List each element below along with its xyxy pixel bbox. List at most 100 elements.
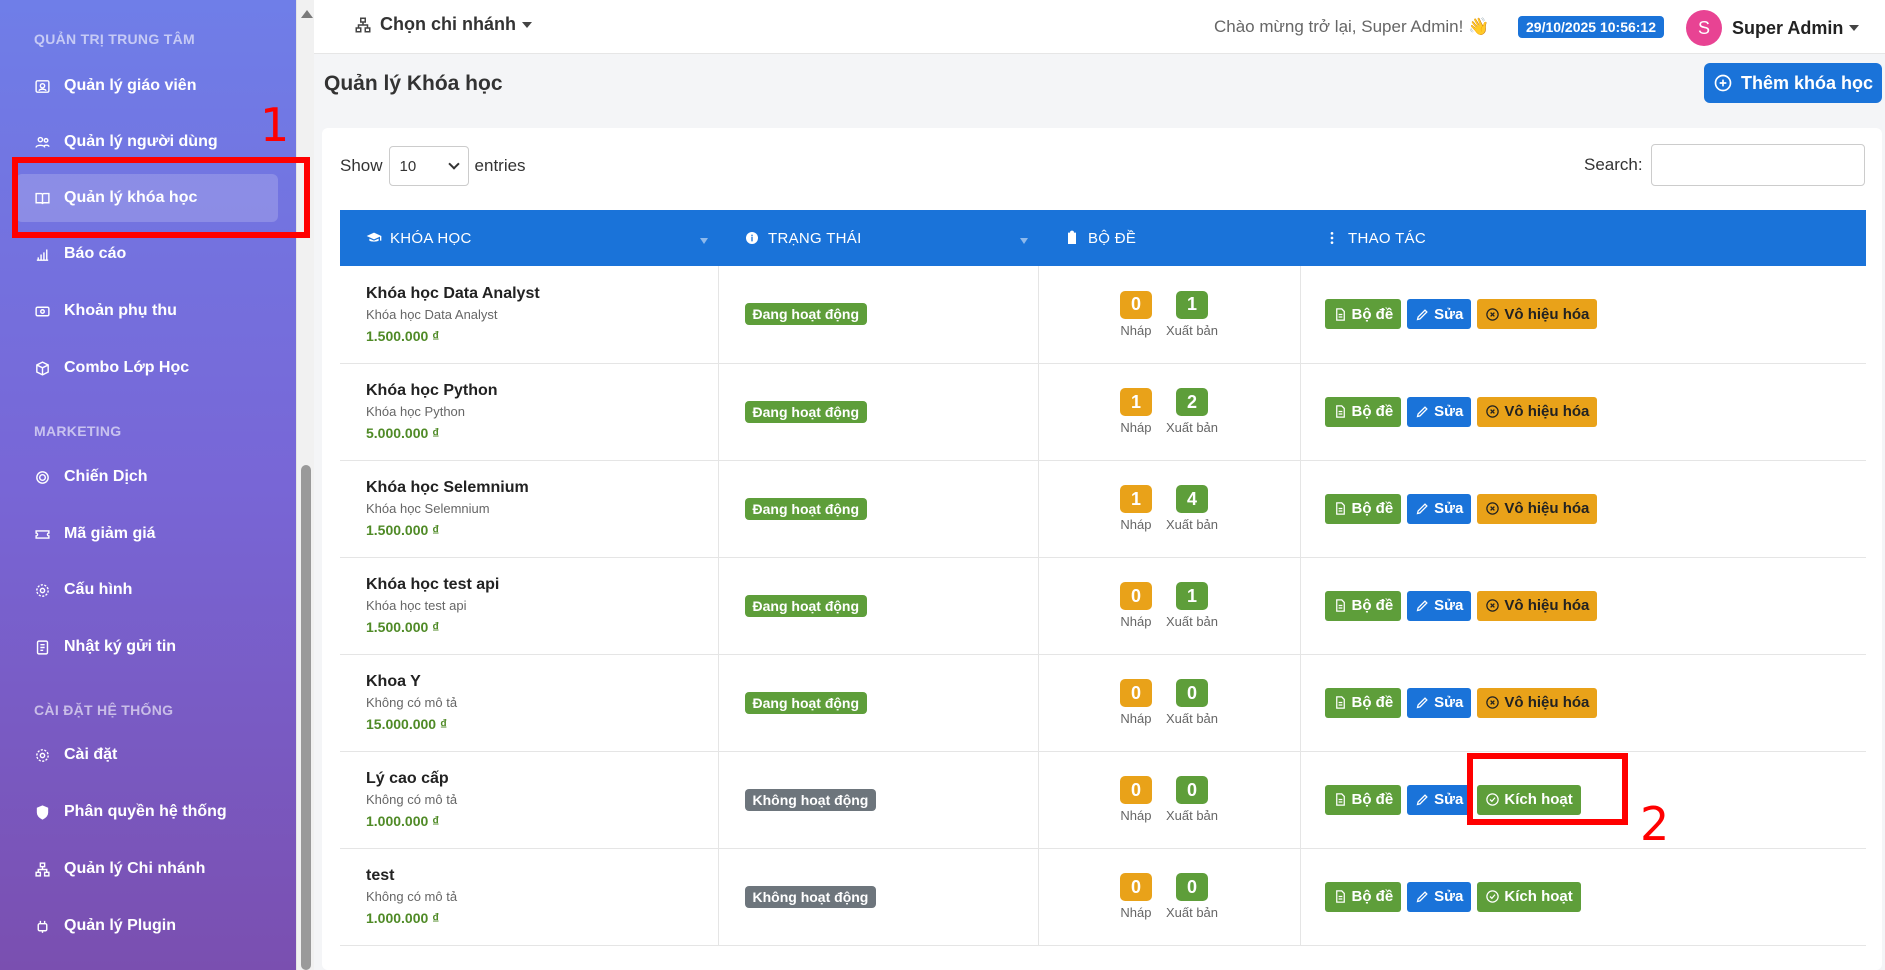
annotation-number-2: 2 [1640, 797, 1670, 851]
entries-control: Show 10 entries [340, 146, 526, 186]
column-header-course[interactable]: KHÓA HỌC [340, 210, 718, 266]
disable-button[interactable]: Vô hiệu hóa [1477, 687, 1598, 718]
pencil-icon [1416, 891, 1428, 903]
add-course-label: Thêm khóa học [1740, 72, 1874, 93]
sidebar-item-label: Nhật ký gửi tin [64, 638, 177, 655]
exams-button[interactable]: Bộ đề [1324, 784, 1402, 815]
exams-cell: 0 Nháp 1 Xuất bản [1038, 266, 1301, 363]
actions-cell: Bộ đề Sửa Kích hoạt [1300, 848, 1866, 945]
scroll-up-arrow-icon[interactable] [301, 10, 313, 18]
column-header-status[interactable]: TRẠNG THÁI [718, 210, 1038, 266]
exams-button[interactable]: Bộ đề [1324, 881, 1402, 912]
edit-button[interactable]: Sửa [1407, 493, 1472, 524]
sidebar-item-label: Quản lý Plugin [64, 917, 177, 934]
settings-icon [32, 745, 52, 765]
disable-button[interactable]: Vô hiệu hóa [1477, 396, 1598, 427]
sitemap-icon [32, 859, 52, 879]
file-icon [1335, 502, 1345, 515]
edit-button[interactable]: Sửa [1407, 396, 1472, 427]
file-icon [1335, 599, 1345, 612]
file-icon [1335, 308, 1345, 321]
status-cell: Đang hoạt động [718, 363, 1039, 460]
avatar: S [1686, 10, 1722, 46]
caret-down-icon [1849, 25, 1860, 31]
vertical-dots-icon [1330, 232, 1334, 244]
sort-icon [700, 238, 708, 244]
disable-button[interactable]: Vô hiệu hóa [1477, 590, 1598, 621]
exams-button[interactable]: Bộ đề [1324, 687, 1402, 718]
edit-button[interactable]: Sửa [1407, 299, 1472, 330]
branch-selector[interactable]: Chọn chi nhánh [354, 14, 532, 35]
entries-select[interactable]: 10 [388, 146, 469, 186]
sidebar-item-permissions[interactable]: Phân quyền hệ thống [16, 788, 278, 836]
edit-button[interactable]: Sửa [1407, 784, 1472, 815]
sidebar-item-coupons[interactable]: Mã giảm giá [16, 510, 278, 558]
shield-icon [32, 802, 52, 822]
user-name: Super Admin [1732, 17, 1844, 38]
button-label: Sửa [1434, 403, 1464, 420]
search-input[interactable] [1650, 144, 1865, 186]
course-cell: Khóa học test api Khóa học test api 1.50… [340, 557, 719, 654]
sidebar-item-plugins[interactable]: Quản lý Plugin [16, 902, 278, 950]
exams-cell: 1 Nháp 4 Xuất bản [1038, 460, 1301, 557]
sidebar-item-branches[interactable]: Quản lý Chi nhánh [16, 845, 278, 893]
target-icon [32, 467, 52, 487]
add-course-button[interactable]: Thêm khóa học [1704, 63, 1882, 103]
branch-label: Chọn chi nhánh [380, 14, 516, 34]
graduation-cap-icon [366, 232, 382, 242]
user-menu[interactable]: S Super Admin [1686, 10, 1860, 46]
button-label: Kích hoạt [1504, 888, 1573, 905]
pencil-icon [1416, 600, 1428, 612]
sidebar-item-label: Phân quyền hệ thống [64, 803, 227, 820]
scroll-thumb[interactable] [301, 465, 311, 970]
sidebar-item-settings[interactable]: Cài đặt [16, 731, 278, 779]
button-label: Bộ đề [1351, 888, 1394, 905]
exams-button[interactable]: Bộ đề [1324, 396, 1402, 427]
sidebar-item-label: Combo Lớp Học [64, 359, 190, 376]
edit-button[interactable]: Sửa [1407, 881, 1472, 912]
gear-icon [32, 580, 52, 600]
status-badge: Không hoạt động [744, 788, 877, 811]
course-cell: Khóa học Selemnium Khóa học Selemnium 1.… [340, 460, 719, 557]
table-row: Lý cao cấp Không có mô tả 1.000.000 ₫ Kh… [340, 751, 1866, 848]
sidebar-item-config[interactable]: Cấu hình [16, 566, 278, 614]
course-price: 1.000.000 ₫ [366, 910, 440, 926]
sidebar-item-label: Khoản phụ thu [64, 302, 177, 319]
sidebar-item-label: Chiến Dịch [64, 468, 148, 485]
x-circle-icon [1486, 696, 1500, 709]
sidebar-scrollbar[interactable] [296, 0, 314, 970]
sidebar-item-surcharges[interactable]: Khoản phụ thu [16, 287, 278, 335]
sidebar-item-users[interactable]: Quản lý người dùng [16, 118, 278, 166]
activate-button[interactable]: Kích hoạt [1477, 881, 1581, 912]
course-name: Khoa Y [366, 673, 421, 690]
file-icon [1335, 696, 1345, 709]
course-price: 15.000.000 ₫ [366, 716, 448, 732]
sidebar-item-courses[interactable]: Quản lý khóa học [16, 174, 278, 222]
sidebar-item-combo[interactable]: Combo Lớp Học [16, 344, 278, 392]
sidebar-item-teachers[interactable]: Quản lý giáo viên [16, 62, 278, 110]
sidebar-item-label: Mã giảm giá [64, 525, 156, 542]
pencil-icon [1416, 697, 1428, 709]
exams-button[interactable]: Bộ đề [1324, 299, 1402, 330]
disable-button[interactable]: Vô hiệu hóa [1477, 493, 1598, 524]
activate-button[interactable]: Kích hoạt [1477, 784, 1581, 815]
x-circle-icon [1486, 502, 1500, 515]
course-description: Không có mô tả [366, 695, 458, 710]
edit-button[interactable]: Sửa [1407, 590, 1472, 621]
button-label: Sửa [1434, 791, 1464, 808]
sidebar-item-reports[interactable]: Báo cáo [16, 230, 278, 278]
course-description: Khóa học test api [366, 598, 467, 613]
published-count-badge: 0 [1175, 679, 1208, 707]
published-count-badge: 0 [1175, 776, 1208, 804]
button-label: Sửa [1434, 305, 1464, 323]
sidebar-item-message-log[interactable]: Nhật ký gửi tin [16, 623, 278, 671]
disable-button[interactable]: Vô hiệu hóa [1477, 299, 1598, 330]
sidebar-item-campaigns[interactable]: Chiến Dịch [16, 453, 278, 501]
exams-button[interactable]: Bộ đề [1324, 590, 1402, 621]
exams-button[interactable]: Bộ đề [1324, 493, 1402, 524]
status-badge: Đang hoạt động [744, 400, 868, 423]
sidebar-section-title: QUẢN TRỊ TRUNG TÂM [34, 31, 195, 47]
check-circle-icon [1486, 793, 1500, 806]
sidebar-item-label: Báo cáo [64, 245, 127, 262]
edit-button[interactable]: Sửa [1407, 687, 1472, 718]
